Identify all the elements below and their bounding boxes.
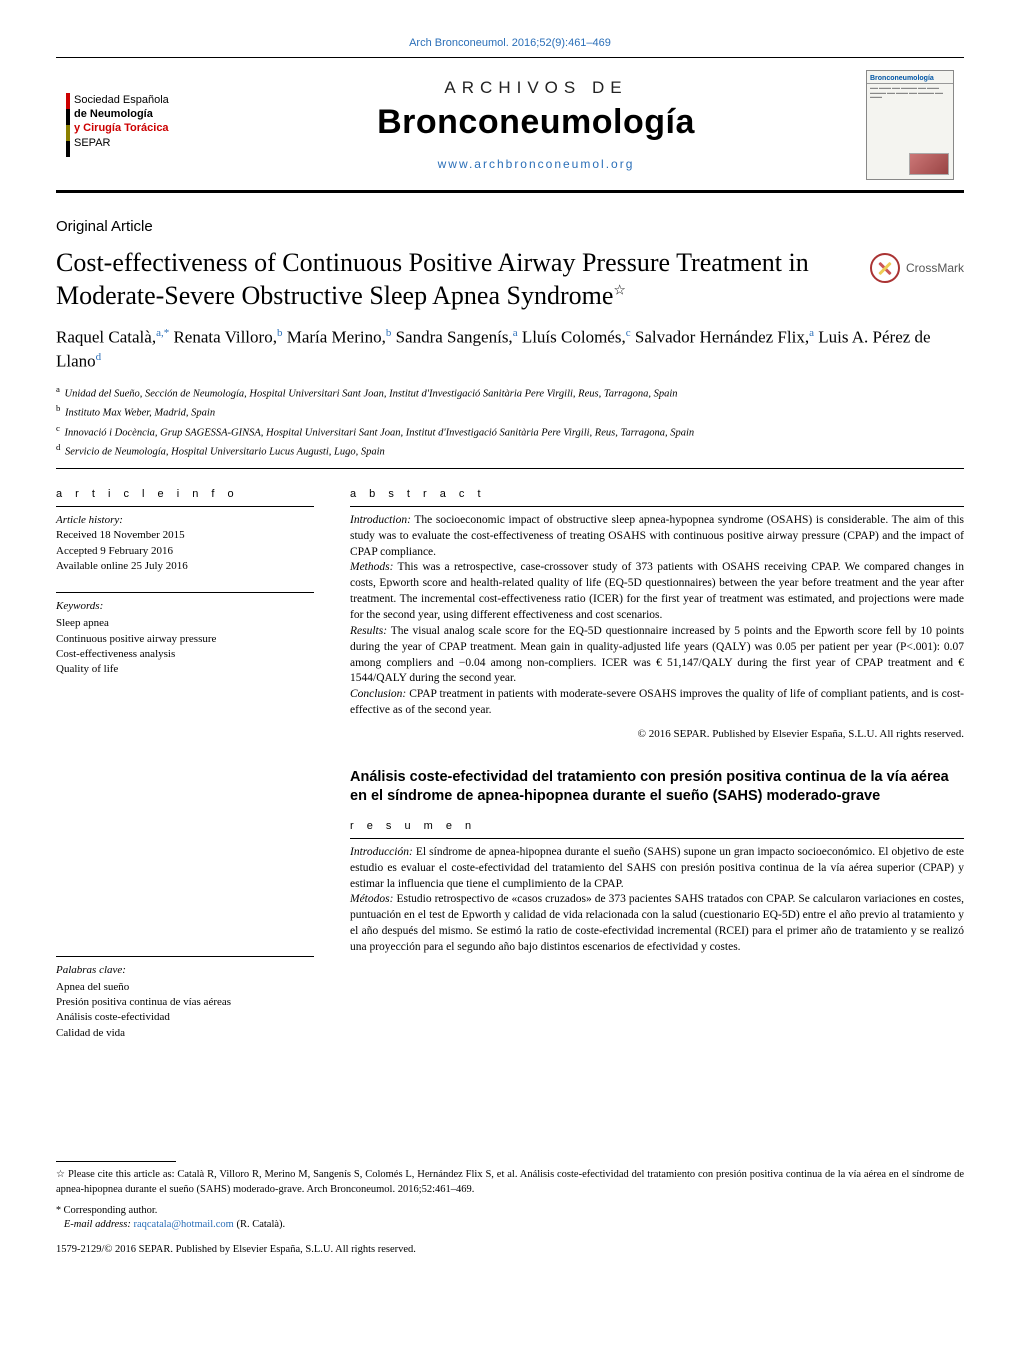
authors-line: Raquel Català,a,* Renata Villoro,b María…: [56, 326, 964, 373]
crossmark-label: CrossMark: [906, 260, 964, 276]
res-intro-label: Introducción:: [350, 846, 413, 858]
abstract-heading: a b s t r a c t: [350, 487, 964, 507]
crossmark-icon: [870, 253, 900, 283]
spanish-title: Análisis coste-efectividad del tratamien…: [350, 768, 964, 807]
society-line3: y Cirugía Torácica: [74, 121, 169, 135]
history-label: Article history:: [56, 513, 314, 528]
masthead: Sociedad Española de Neumología y Cirugí…: [56, 57, 964, 193]
keywords-en: Sleep apneaContinuous positive airway pr…: [56, 616, 314, 678]
section-label: Original Article: [56, 217, 964, 237]
res-methods-text: Estudio retrospectivo de «casos cruzados…: [350, 893, 964, 953]
keywords-es-label: Palabras clave:: [56, 963, 314, 978]
society-logo: Sociedad Española de Neumología y Cirugí…: [66, 93, 206, 157]
abs-methods-text: This was a retrospective, case-crossover…: [350, 561, 964, 621]
abs-conclusion-label: Conclusion:: [350, 688, 406, 700]
email-author: (R. Català).: [236, 1219, 285, 1230]
abs-intro-label: Introduction:: [350, 514, 411, 526]
journal-citation[interactable]: Arch Bronconeumol. 2016;52(9):461–469: [56, 36, 964, 51]
cite-footnote: ☆ Please cite this article as: Català R,…: [56, 1168, 964, 1197]
cover-image-icon: [909, 153, 949, 175]
logo-bar-icon: [66, 93, 70, 157]
email-label: E-mail address:: [64, 1219, 131, 1230]
footnote-rule: [56, 1161, 176, 1162]
corr-label: Corresponding author.: [64, 1205, 158, 1216]
abs-conclusion-text: CPAP treatment in patients with moderate…: [350, 688, 964, 716]
journal-title: Bronconeumología: [222, 100, 850, 146]
crossmark-badge[interactable]: CrossMark: [870, 253, 964, 283]
history-accepted: Accepted 9 February 2016: [56, 544, 314, 559]
article-title: Cost-effectiveness of Continuous Positiv…: [56, 247, 850, 312]
abstract-copyright: © 2016 SEPAR. Published by Elsevier Espa…: [350, 727, 964, 742]
history-online: Available online 25 July 2016: [56, 559, 314, 574]
article-info-heading: a r t i c l e i n f o: [56, 487, 314, 507]
cite-text: Please cite this article as: Català R, V…: [56, 1169, 964, 1195]
resumen-heading: r e s u m e n: [350, 819, 964, 839]
abs-methods-label: Methods:: [350, 561, 393, 573]
affiliations: a Unidad del Sueño, Sección de Neumologí…: [56, 383, 964, 460]
issn-copyright: 1579-2129/© 2016 SEPAR. Published by Els…: [56, 1243, 964, 1257]
journal-cover-thumbnail: Bronconeumología ▬▬ ▬▬▬ ▬▬ ▬▬▬▬ ▬▬ ▬▬▬ ▬…: [866, 70, 954, 180]
resumen-body: Introducción: El síndrome de apnea-hipop…: [350, 845, 964, 956]
society-line4: SEPAR: [74, 136, 169, 150]
history-received: Received 18 November 2015: [56, 528, 314, 543]
society-line1: Sociedad Española: [74, 93, 169, 107]
corresponding-footnote: * Corresponding author. E-mail address: …: [56, 1204, 964, 1233]
abs-results-text: The visual analog scale score for the EQ…: [350, 625, 964, 685]
divider: [56, 468, 964, 469]
society-line2: de Neumología: [74, 107, 169, 121]
title-footnote-star: ☆: [613, 283, 626, 298]
journal-overline: ARCHIVOS DE: [222, 77, 850, 100]
abstract-body: Introduction: The socioeconomic impact o…: [350, 513, 964, 719]
journal-site-link[interactable]: www.archbronconeumol.org: [222, 156, 850, 172]
abs-results-label: Results:: [350, 625, 387, 637]
res-methods-label: Métodos:: [350, 893, 393, 905]
keywords-en-label: Keywords:: [56, 599, 314, 614]
article-title-text: Cost-effectiveness of Continuous Positiv…: [56, 248, 809, 310]
corresponding-email[interactable]: raqcatala@hotmail.com: [133, 1219, 233, 1230]
keywords-es: Apnea del sueñoPresión positiva continua…: [56, 980, 314, 1042]
res-intro-text: El síndrome de apnea-hipopnea durante el…: [350, 846, 964, 890]
cover-brand: Bronconeumología: [867, 71, 953, 84]
abs-intro-text: The socioeconomic impact of obstructive …: [350, 514, 964, 558]
